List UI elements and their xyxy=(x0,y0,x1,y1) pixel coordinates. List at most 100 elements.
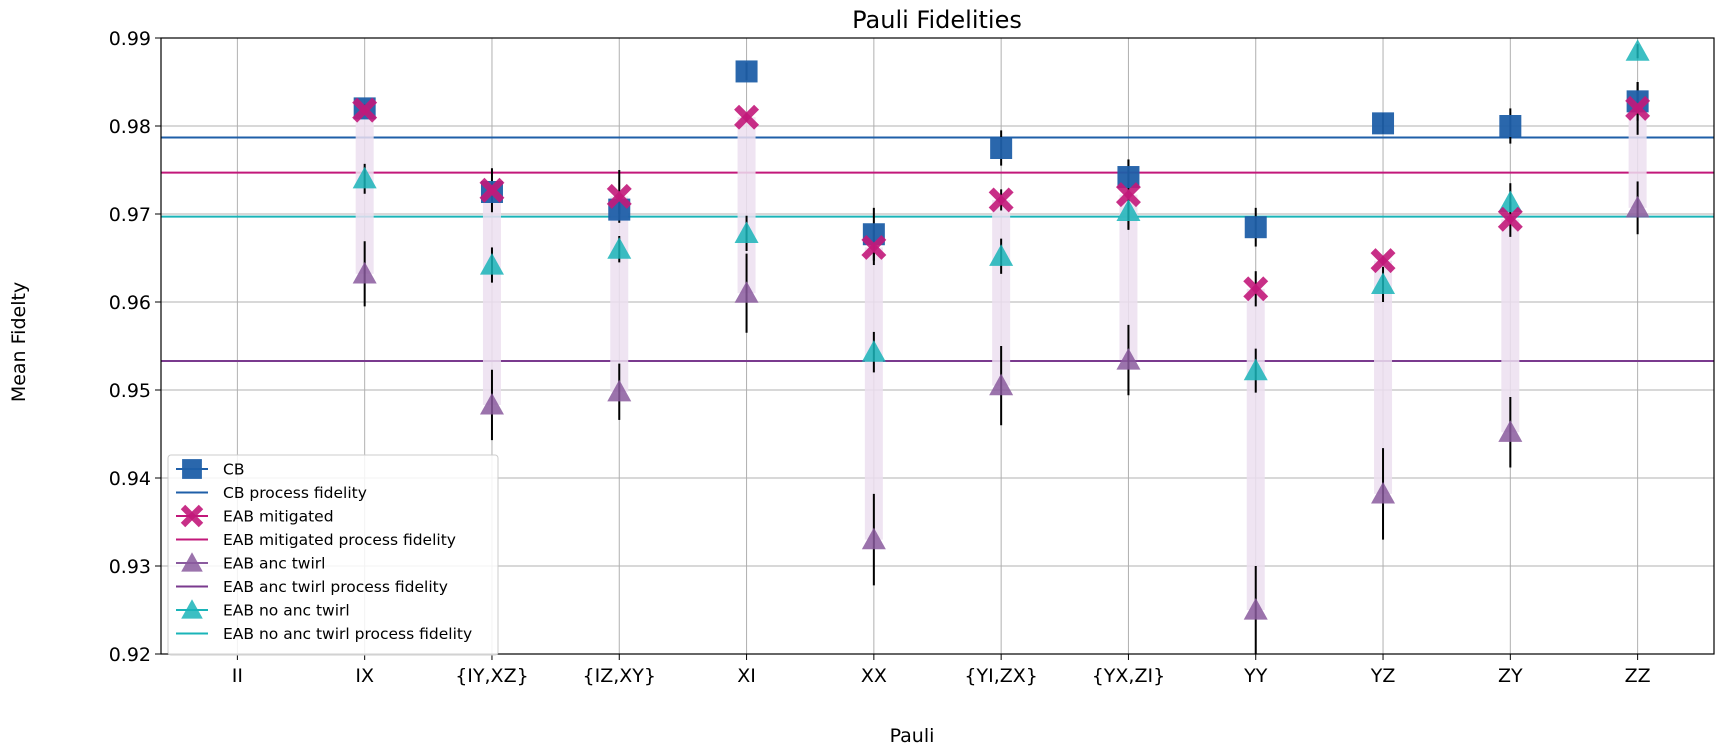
data-point xyxy=(988,187,1014,213)
y-tick-label: 0.99 xyxy=(109,28,151,50)
data-point xyxy=(479,253,504,275)
y-tick-label: 0.97 xyxy=(109,204,151,226)
y-tick-label: 0.92 xyxy=(109,644,151,666)
data-point xyxy=(1625,39,1650,61)
data-point xyxy=(1243,276,1269,302)
marker-stroke xyxy=(1370,248,1396,274)
legend-label: EAB anc twirl xyxy=(223,555,325,573)
x-tick-label: YY xyxy=(1243,665,1268,687)
data-point xyxy=(1370,248,1396,274)
legend-label: CB xyxy=(223,461,244,479)
legend-swatch xyxy=(182,459,202,479)
data-point xyxy=(1371,272,1396,294)
y-tick-label: 0.96 xyxy=(109,292,151,314)
process-fidelity-lines xyxy=(161,136,1714,362)
marker-stroke xyxy=(352,97,378,123)
data-point xyxy=(1243,598,1268,620)
marker-stroke xyxy=(606,183,632,209)
legend-label: EAB anc twirl process fidelity xyxy=(223,578,448,596)
marker-stroke xyxy=(1625,95,1651,121)
marker-stroke xyxy=(180,504,204,528)
x-tick-label: YZ xyxy=(1370,665,1396,687)
data-point xyxy=(352,97,378,123)
y-axis-label: Mean Fidelty xyxy=(8,282,30,402)
x-tick-label: {YX,ZI} xyxy=(1092,665,1165,687)
legend: CB CB process fidelity EAB mitigated EAB mi… xyxy=(167,454,499,656)
chart-title: Pauli Fidelities xyxy=(852,6,1022,34)
data-point xyxy=(479,177,505,203)
marker-stroke xyxy=(861,234,887,260)
x-tick-label: {IY,XZ} xyxy=(455,665,528,687)
shaded-band xyxy=(1628,108,1647,208)
x-axis-ticks: II IX {IY,XZ} {IZ,XY} XI XX {YI,ZX} {YX,ZI} YY YZ… xyxy=(232,654,1651,687)
y-axis-ticks: 0.92 0.93 0.94 0.95 0.96 0.97 0.98 0.99 xyxy=(109,28,161,666)
x-tick-label: {YI,ZX} xyxy=(964,665,1037,687)
y-tick-label: 0.98 xyxy=(109,116,151,138)
data-markers xyxy=(352,39,1651,620)
shaded-band xyxy=(1246,288,1265,610)
x-tick-label: XI xyxy=(737,665,756,687)
shaded-band xyxy=(1374,260,1393,494)
x-tick-label: II xyxy=(232,665,243,687)
shaded-band xyxy=(737,117,756,294)
data-point xyxy=(1625,95,1651,121)
plot-frame xyxy=(160,37,1715,655)
legend-label: EAB no anc twirl xyxy=(223,602,350,620)
data-point xyxy=(861,234,887,260)
legend-swatch xyxy=(180,504,204,528)
data-point xyxy=(1243,358,1268,381)
legend-label: EAB mitigated xyxy=(223,508,334,526)
data-point xyxy=(989,244,1014,266)
data-point xyxy=(1498,420,1523,442)
data-point xyxy=(1625,195,1650,218)
shaded-band xyxy=(864,247,883,540)
data-point xyxy=(1116,199,1141,221)
shaded-band xyxy=(610,196,629,392)
data-point xyxy=(352,166,377,189)
data-point xyxy=(1497,206,1523,232)
x-tick-label: ZY xyxy=(1498,665,1523,687)
x-axis-label: Pauli xyxy=(890,725,935,747)
data-point xyxy=(735,60,758,83)
data-point xyxy=(606,183,632,209)
data-point xyxy=(1372,112,1395,135)
marker-stroke xyxy=(1497,206,1523,232)
marker-stroke xyxy=(988,187,1014,213)
data-point xyxy=(352,261,377,284)
data-point xyxy=(734,281,759,303)
data-point xyxy=(1244,216,1267,239)
data-point xyxy=(989,373,1014,396)
data-point xyxy=(607,237,632,259)
data-point xyxy=(1499,115,1522,137)
legend-box xyxy=(167,454,499,656)
marker-stroke xyxy=(734,104,760,130)
x-tick-label: XX xyxy=(861,665,887,687)
data-point xyxy=(734,104,760,130)
marker-stroke xyxy=(1115,182,1141,208)
marker-stroke xyxy=(479,177,505,203)
legend-label: EAB mitigated process fidelity xyxy=(223,531,456,549)
shaded-band xyxy=(482,190,501,405)
data-point xyxy=(861,527,886,550)
x-tick-label: {IZ,XY} xyxy=(583,665,656,687)
legend-swatch xyxy=(181,599,203,619)
legend-label: EAB no anc twirl process fidelity xyxy=(223,625,472,643)
x-tick-label: IX xyxy=(355,665,374,687)
data-point xyxy=(479,392,504,415)
data-point xyxy=(990,137,1013,159)
data-point xyxy=(1115,182,1141,208)
x-tick-label: ZZ xyxy=(1625,665,1651,687)
y-tick-label: 0.94 xyxy=(109,468,151,490)
marker-stroke xyxy=(1243,276,1269,302)
data-point xyxy=(1371,481,1396,504)
legend-swatch xyxy=(181,552,203,572)
data-point xyxy=(607,379,632,402)
data-point xyxy=(1116,348,1141,370)
data-point xyxy=(1498,190,1523,213)
y-tick-label: 0.95 xyxy=(109,380,151,402)
legend-label: CB process fidelity xyxy=(223,484,367,502)
shaded-band xyxy=(1501,219,1520,433)
shaded-band xyxy=(1119,194,1138,361)
data-point xyxy=(734,221,759,243)
